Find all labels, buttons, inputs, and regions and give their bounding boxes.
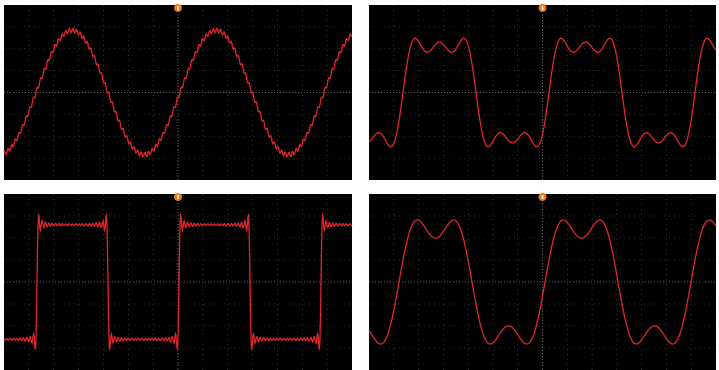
waveform — [3, 212, 353, 352]
trigger-marker-glyph — [541, 195, 544, 199]
scope-panel — [3, 4, 353, 180]
scope-panel — [368, 193, 717, 370]
scope-panel — [3, 193, 353, 370]
waveform — [368, 219, 717, 345]
trigger-marker-glyph — [177, 195, 179, 199]
waveform — [3, 27, 353, 158]
scope-panel — [368, 4, 717, 180]
trigger-marker-glyph — [177, 6, 179, 10]
trigger-marker-glyph — [541, 6, 544, 10]
waveform — [368, 37, 717, 148]
